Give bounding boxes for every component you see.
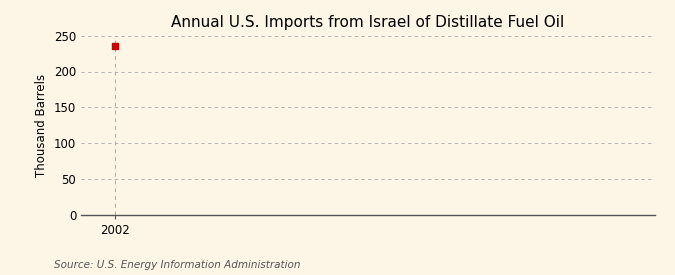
Text: Source: U.S. Energy Information Administration: Source: U.S. Energy Information Administ… <box>54 260 300 270</box>
Y-axis label: Thousand Barrels: Thousand Barrels <box>35 73 49 177</box>
Title: Annual U.S. Imports from Israel of Distillate Fuel Oil: Annual U.S. Imports from Israel of Disti… <box>171 15 564 31</box>
